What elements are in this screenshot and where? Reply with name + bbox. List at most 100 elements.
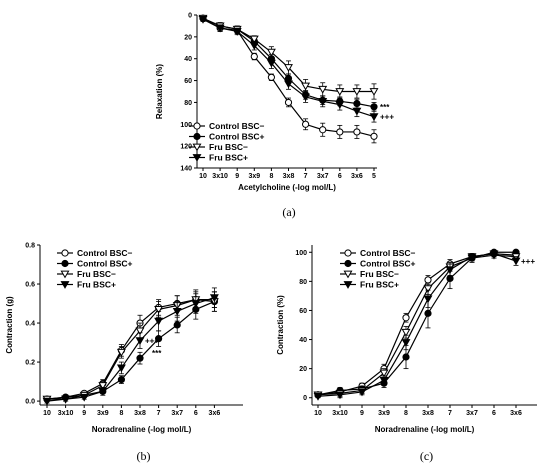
- x-tick-label: 9: [235, 173, 239, 180]
- data-point: [116, 348, 126, 357]
- data-point: [467, 253, 477, 262]
- x-tick-label: 3x8: [134, 410, 146, 417]
- data-point: [209, 294, 219, 303]
- data-point: [402, 314, 410, 322]
- significance-label: +++: [521, 257, 535, 266]
- x-tick-label: 3x10: [212, 173, 228, 180]
- x-tick-label: 9: [360, 410, 364, 417]
- y-tick-label: 0.4: [25, 321, 35, 328]
- y-tick-label: 40: [299, 337, 307, 344]
- x-axis-label: Noradrenaline (-log mol/L): [375, 425, 475, 434]
- legend-entry: Control BSC+: [209, 132, 265, 142]
- data-point: [301, 93, 311, 102]
- y-tick-label: 0.8: [25, 243, 35, 250]
- data-point: [369, 113, 379, 122]
- x-tick-label: 8: [269, 173, 273, 180]
- legend-marker: [61, 249, 69, 257]
- legend-marker: [60, 270, 70, 279]
- data-point: [401, 328, 411, 337]
- data-point: [379, 376, 389, 385]
- data-point: [489, 250, 499, 259]
- legend-entry: Fru BSC−: [77, 269, 116, 279]
- legend-entry: Control BSC−: [77, 248, 133, 258]
- x-tick-label: 5: [372, 173, 376, 180]
- x-tick-label: 3x7: [171, 410, 183, 417]
- legend-marker: [192, 143, 202, 152]
- data-point: [335, 101, 345, 110]
- data-point: [445, 266, 455, 275]
- data-point: [98, 382, 108, 390]
- legend: Control BSC−Control BSC+Fru BSC−Fru BSC+: [57, 248, 133, 290]
- data-point: [369, 88, 379, 96]
- data-point: [116, 364, 126, 373]
- data-point: [335, 391, 345, 400]
- data-point: [318, 85, 328, 94]
- legend-entry: Fru BSC+: [209, 153, 248, 163]
- legend-marker: [193, 132, 201, 141]
- data-point: [154, 317, 164, 326]
- legend-marker: [343, 270, 353, 279]
- data-point: [61, 395, 71, 404]
- x-tick-label: 3x6: [209, 410, 221, 417]
- data-point: [154, 306, 164, 314]
- panel-label: (b): [137, 449, 151, 463]
- legend-marker: [193, 122, 201, 130]
- data-point: [319, 126, 327, 134]
- series-line: [46, 301, 215, 400]
- data-point: [249, 35, 259, 44]
- data-point: [173, 321, 181, 329]
- series-line: [46, 299, 215, 400]
- data-point: [353, 128, 361, 136]
- x-tick-label: 3x9: [97, 410, 109, 417]
- y-tick-label: 80: [184, 100, 192, 107]
- y-tick-label: 0.6: [25, 282, 35, 289]
- y-tick-label: 60: [184, 78, 192, 85]
- x-tick-label: 7: [448, 410, 452, 417]
- data-point: [284, 80, 293, 89]
- data-point: [284, 64, 293, 72]
- legend: Control BSC−Control BSC+Fru BSC−Fru BSC+: [340, 248, 416, 290]
- x-tick-label: 3x6: [510, 410, 522, 417]
- series-2: [42, 289, 219, 404]
- x-tick-label: 8: [119, 410, 123, 417]
- y-tick-label: 100: [180, 122, 192, 129]
- data-point: [155, 335, 163, 343]
- significance-label: ***: [380, 103, 390, 112]
- data-point: [446, 274, 454, 283]
- y-tick-label: 140: [180, 166, 192, 173]
- x-axis-label: Noradrenaline (-log mol/L): [92, 425, 192, 434]
- y-tick-label: 120: [180, 144, 192, 151]
- y-tick-label: 0: [188, 13, 192, 20]
- data-point: [136, 354, 144, 362]
- data-point: [232, 28, 242, 36]
- x-tick-label: 3x9: [248, 173, 260, 180]
- annotations: +++ ***: [145, 337, 162, 359]
- y-tick-label: 20: [184, 34, 192, 41]
- data-point: [266, 48, 276, 57]
- x-tick-label: 9: [82, 410, 86, 417]
- data-point: [318, 97, 328, 106]
- chart-0: 0 20 40 60 80 100 120 140 10 3x10 9 3x9 8 3x8 7 3x7 6 3x6…: [155, 13, 394, 220]
- legend-entry: Control BSC−: [360, 248, 416, 258]
- data-point: [370, 132, 378, 140]
- data-point: [379, 369, 389, 378]
- data-point: [301, 82, 311, 91]
- y-tick-label: 0.0: [25, 399, 35, 406]
- x-tick-label: 10: [199, 173, 207, 180]
- y-axis-label: Relaxation (%): [155, 64, 164, 119]
- legend-entry: Fru BSC−: [360, 269, 399, 279]
- data-point: [215, 24, 225, 33]
- x-tick-label: 10: [314, 410, 322, 417]
- data-point: [370, 103, 378, 111]
- y-tick-label: 40: [184, 56, 192, 63]
- legend-entry: Fru BSC+: [360, 280, 399, 290]
- x-tick-label: 7: [304, 173, 308, 180]
- legend-entry: Fru BSC−: [209, 142, 248, 152]
- y-tick-label: 100: [295, 250, 307, 257]
- data-point: [135, 337, 145, 346]
- y-tick-label: 60: [299, 308, 307, 315]
- legend-marker: [61, 259, 69, 268]
- significance-label: +++: [145, 337, 159, 346]
- data-point: [198, 15, 208, 24]
- x-tick-label: 6: [492, 410, 496, 417]
